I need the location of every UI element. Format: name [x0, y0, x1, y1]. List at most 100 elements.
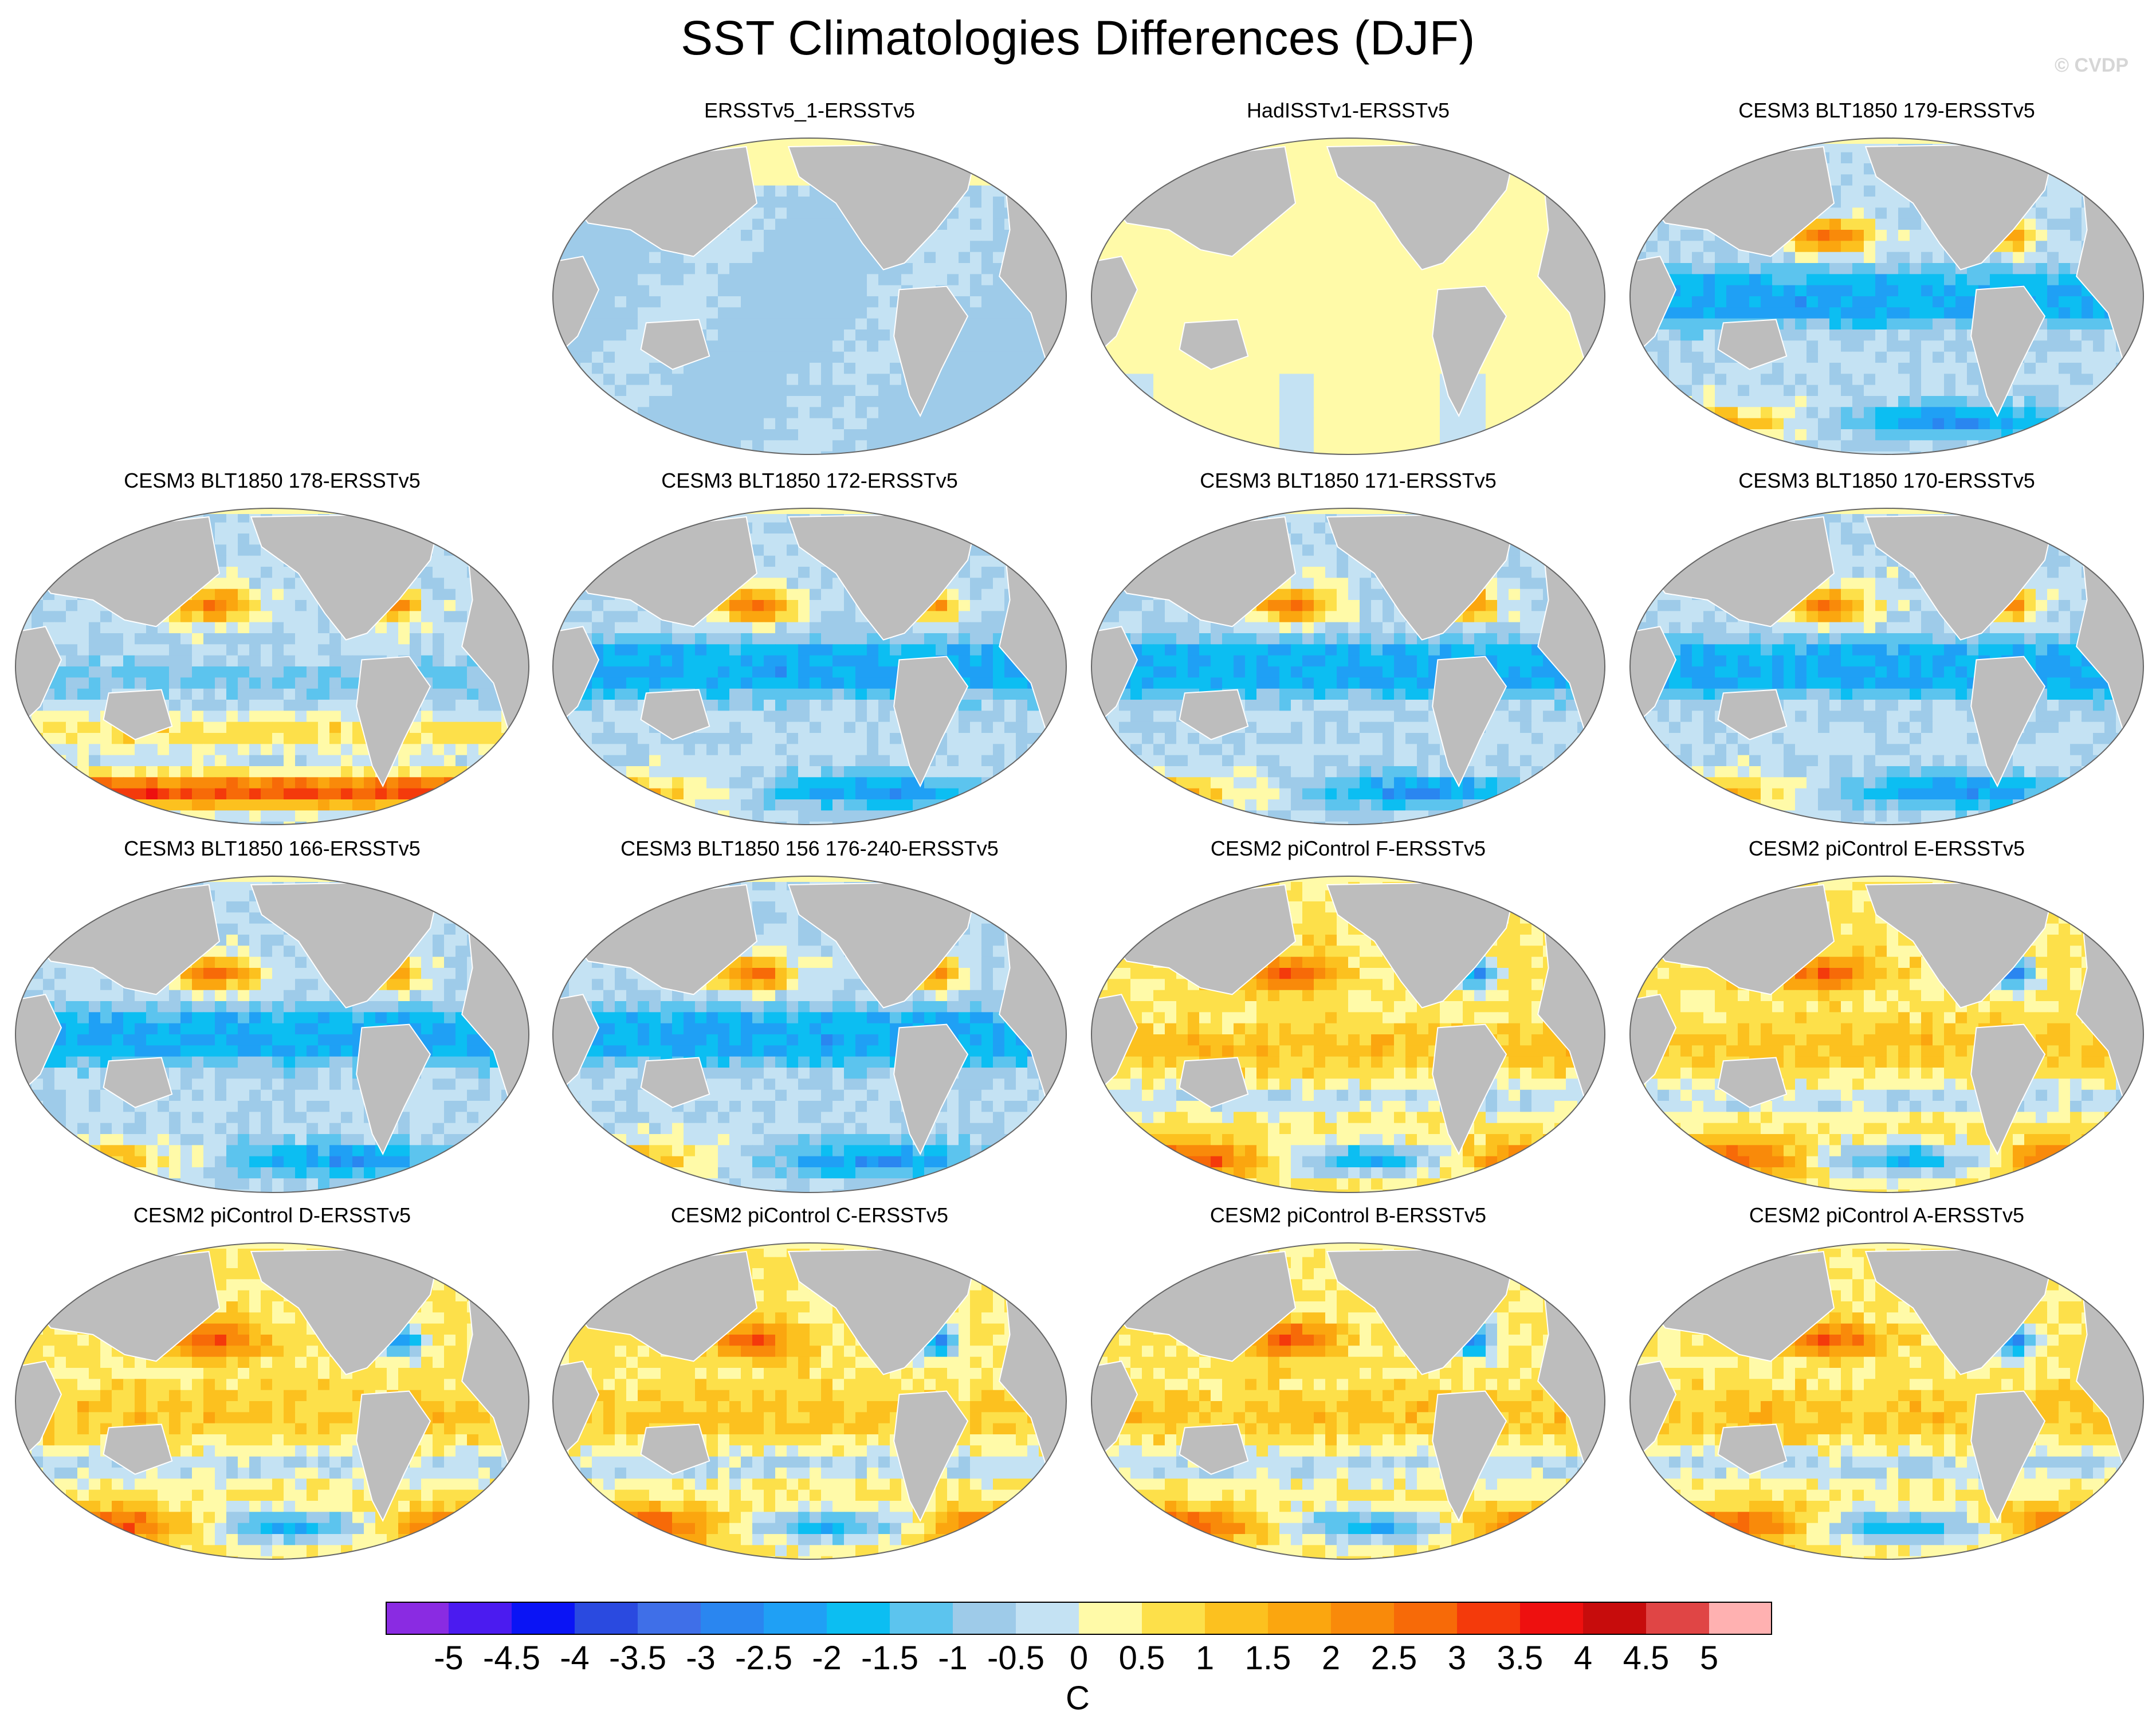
- land-mass: [1179, 1423, 1249, 1475]
- land-mass: [640, 319, 710, 370]
- colorbar-tick-label: 4: [1574, 1639, 1592, 1677]
- colorbar-swatch: [1331, 1602, 1395, 1635]
- colorbar-tick-label: -4: [560, 1639, 590, 1677]
- world-map: [1629, 876, 2144, 1193]
- map-panel: CESM3 BLT1850 178-ERSSTv5: [9, 469, 536, 830]
- land-mass: [1179, 689, 1249, 740]
- sst-field: [15, 1243, 529, 1559]
- map-outline: [1629, 876, 2144, 1193]
- colorbar-swatch: [764, 1602, 827, 1635]
- sst-field: [553, 1243, 1066, 1559]
- world-map: [552, 508, 1067, 825]
- land-mass: [1179, 1057, 1249, 1108]
- land-mass: [893, 285, 969, 418]
- world-map: [15, 876, 529, 1193]
- world-map: [552, 138, 1067, 455]
- land-mass: [1432, 1023, 1507, 1156]
- land-mass: [103, 689, 173, 740]
- panel-title: HadISSTv1-ERSSTv5: [1085, 99, 1612, 123]
- colorbar-swatch: [1016, 1602, 1079, 1635]
- land-mass: [103, 1057, 173, 1108]
- colorbar-tick-label: -5: [434, 1639, 464, 1677]
- colorbar-swatch: [1205, 1602, 1269, 1635]
- colorbar-tick-label: 4.5: [1623, 1639, 1670, 1677]
- colorbar-swatch: [890, 1602, 953, 1635]
- colorbar-swatch: [386, 1602, 449, 1635]
- colorbar-tick-label: -2.5: [735, 1639, 792, 1677]
- sst-field: [1630, 876, 2143, 1192]
- map-panel: CESM2 piControl B-ERSSTv5: [1085, 1203, 1612, 1564]
- colorbar-tick-label: 3.5: [1497, 1639, 1544, 1677]
- colorbar-tick-label: -1: [938, 1639, 968, 1677]
- world-map: [1091, 876, 1605, 1193]
- land-mass: [356, 1023, 431, 1156]
- panel-title: CESM3 BLT1850 179-ERSSTv5: [1623, 99, 2150, 123]
- world-map: [1629, 508, 2144, 825]
- map-panel: CESM3 BLT1850 156 176-240-ERSSTv5: [546, 837, 1073, 1198]
- map-panel: ERSSTv5_1-ERSSTv5: [546, 99, 1073, 460]
- colorbar-swatch: [1646, 1602, 1710, 1635]
- colorbar-tick-label: 1.5: [1245, 1639, 1291, 1677]
- map-outline: [552, 1242, 1067, 1560]
- colorbar-swatch: [575, 1602, 638, 1635]
- colorbar-swatch: [701, 1602, 764, 1635]
- panel-title: CESM3 BLT1850 156 176-240-ERSSTv5: [546, 837, 1073, 861]
- map-outline: [1091, 138, 1605, 455]
- world-map: [552, 876, 1067, 1193]
- panel-title: CESM2 piControl E-ERSSTv5: [1623, 837, 2150, 861]
- world-map: [1091, 508, 1605, 825]
- panel-title: CESM3 BLT1850 178-ERSSTv5: [9, 469, 536, 493]
- land-mass: [640, 1423, 710, 1475]
- land-mass: [893, 1390, 969, 1523]
- map-panel: CESM3 BLT1850 170-ERSSTv5: [1623, 469, 2150, 830]
- sst-field: [15, 508, 529, 825]
- map-panel: CESM2 piControl D-ERSSTv5: [9, 1203, 536, 1564]
- colorbar-swatch: [1520, 1602, 1584, 1635]
- colorbar-swatch: [1457, 1602, 1521, 1635]
- sst-field: [1091, 138, 1605, 454]
- colorbar-tick-label: 0.5: [1119, 1639, 1165, 1677]
- colorbar-tick-label: -1.5: [861, 1639, 918, 1677]
- land-mass: [1432, 1390, 1507, 1523]
- panel-title: CESM2 piControl A-ERSSTv5: [1623, 1203, 2150, 1227]
- map-panel: CESM3 BLT1850 172-ERSSTv5: [546, 469, 1073, 830]
- panel-title: CESM3 BLT1850 172-ERSSTv5: [546, 469, 1073, 493]
- land-mass: [1970, 1390, 2046, 1523]
- land-mass: [1970, 656, 2046, 788]
- colorbar-swatch: [638, 1602, 701, 1635]
- land-mass: [103, 1423, 173, 1475]
- map-outline: [1629, 508, 2144, 825]
- map-panel: CESM3 BLT1850 179-ERSSTv5: [1623, 99, 2150, 460]
- colorbar-tick-label: 2: [1322, 1639, 1340, 1677]
- panel-title: CESM3 BLT1850 171-ERSSTv5: [1085, 469, 1612, 493]
- colorbar-swatch: [1583, 1602, 1647, 1635]
- land-mass: [640, 689, 710, 740]
- world-map: [552, 1242, 1067, 1560]
- colorbar-swatch: [1268, 1602, 1332, 1635]
- map-outline: [15, 876, 529, 1193]
- sst-field: [1630, 1243, 2143, 1559]
- world-map: [15, 1242, 529, 1560]
- panel-title: CESM3 BLT1850 166-ERSSTv5: [9, 837, 536, 861]
- map-outline: [15, 1242, 529, 1560]
- land-mass: [1717, 1423, 1788, 1475]
- panel-title: ERSSTv5_1-ERSSTv5: [546, 99, 1073, 123]
- land-mass: [893, 1023, 969, 1156]
- map-outline: [1091, 1242, 1605, 1560]
- land-mass: [1970, 1023, 2046, 1156]
- sst-field: [15, 876, 529, 1192]
- world-map: [15, 508, 529, 825]
- colorbar-tick-label: -3: [686, 1639, 716, 1677]
- world-map: [1629, 1242, 2144, 1560]
- sst-field: [1091, 876, 1605, 1192]
- panel-title: CESM2 piControl F-ERSSTv5: [1085, 837, 1612, 861]
- sst-field: [1630, 508, 2143, 825]
- colorbar-swatch: [1709, 1602, 1772, 1635]
- colorbar-tick-label: -3.5: [609, 1639, 666, 1677]
- colorbar-swatch: [827, 1602, 890, 1635]
- colorbar-tick-label: 2.5: [1371, 1639, 1417, 1677]
- land-mass: [1179, 319, 1249, 370]
- colorbar-swatch: [1142, 1602, 1205, 1635]
- land-mass: [1717, 319, 1788, 370]
- map-outline: [1629, 138, 2144, 455]
